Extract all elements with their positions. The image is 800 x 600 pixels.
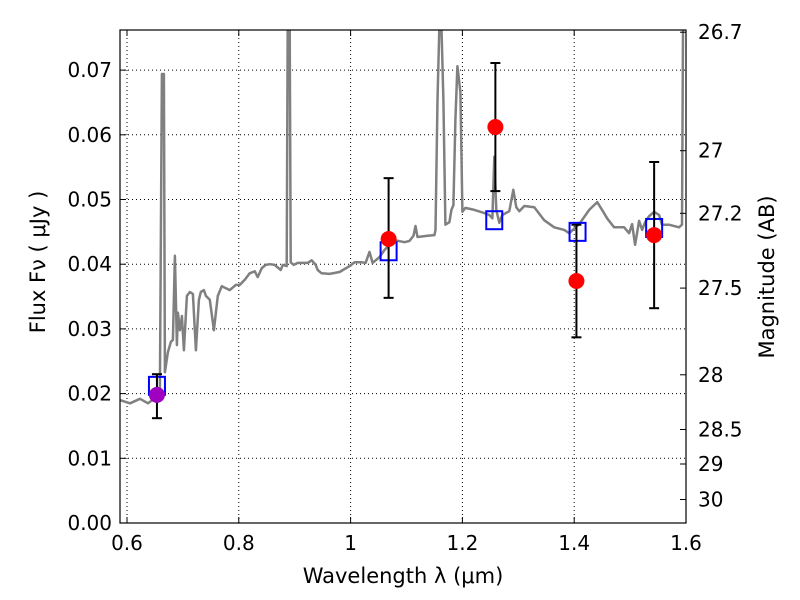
plot-frame [119,29,687,524]
right-axis-label: Magnitude (AB) [755,195,779,358]
y-axis-label: Flux Fν ( μJy ) [26,191,50,334]
right-tick-label: 28 [698,363,723,387]
right-tick-label: 28.5 [698,417,743,441]
y-tick-label: 0.00 [67,511,112,535]
y-tick-label: 0.05 [67,188,112,212]
y-tick-label: 0.02 [67,382,112,406]
right-tick-label: 27 [698,139,723,163]
observed-photometry-point [568,273,585,290]
x-tick-label: 0.8 [223,531,255,555]
spectrum-layer [120,30,685,405]
spectrum-line [120,30,685,405]
observed-photometry-point [487,119,504,136]
observed-photometry-point [380,230,397,247]
y-tick-label: 0.01 [67,446,112,470]
grid-lines [120,30,687,524]
model-photometry-square [568,221,587,242]
y-tick-label: 0.03 [67,317,112,341]
y-tick-label: 0.06 [67,123,112,147]
y-tick-label: 0.04 [67,252,112,276]
x-tick-label: 1.4 [558,531,590,555]
right-tick-label: 30 [698,488,723,512]
right-tick-label: 26.7 [698,20,743,44]
x-tick-label: 1.2 [446,531,478,555]
observed-photometry-point [148,386,165,403]
photometry-layer [147,61,664,420]
observed-photometry-point [646,227,663,244]
model-photometry-square [485,210,504,231]
x-tick-label: 1.6 [670,531,702,555]
ticks: 0.6 0.8 1 1.2 1.4 1.6 0.00 0.01 0.02 0.03 0.04 0.05… [67,20,742,555]
x-tick-label: 0.6 [111,531,143,555]
right-tick-label: 29 [698,452,723,476]
right-tick-label: 27.2 [698,201,743,225]
x-tick-label: 1 [344,531,357,555]
x-axis-label: Wavelength λ (μm) [303,564,504,588]
y-tick-label: 0.07 [67,58,112,82]
right-tick-label: 27.5 [698,276,743,300]
